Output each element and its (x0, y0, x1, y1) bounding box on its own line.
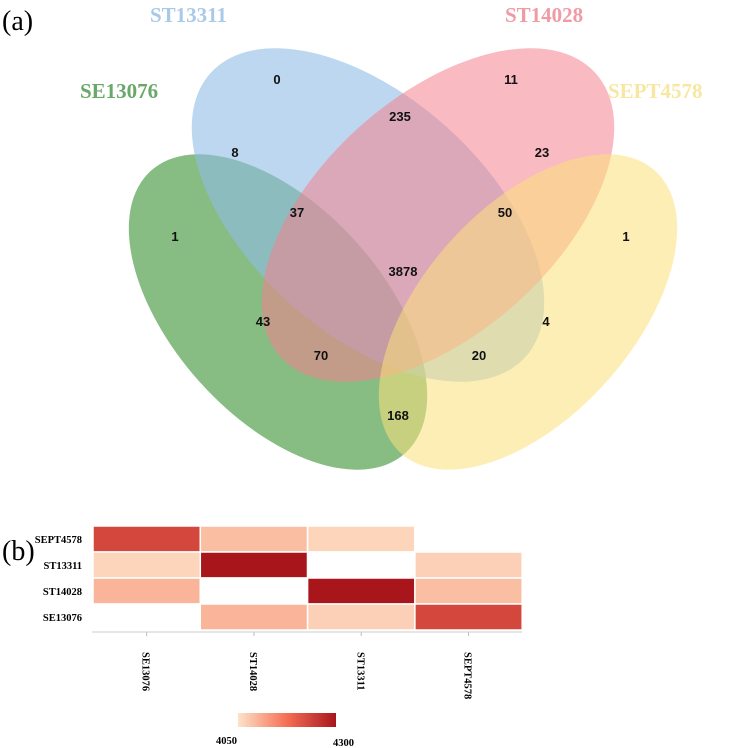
venn-region-count: 4 (542, 314, 550, 329)
venn-region-count: 0 (273, 72, 280, 87)
venn-region-count: 235 (389, 109, 411, 124)
venn-region-count: 50 (498, 205, 512, 220)
heatmap-cell (306, 551, 416, 579)
heatmap-cell (199, 577, 309, 605)
colorbar (238, 713, 336, 727)
heatmap-cell (92, 551, 202, 579)
heatmap-row-label: ST14028 (43, 587, 82, 598)
panel-label-a: (a) (2, 6, 33, 37)
venn-region-count: 1 (171, 229, 178, 244)
heatmap-cell (414, 603, 523, 631)
heatmap-cell (199, 525, 309, 553)
heatmap-cell (306, 577, 416, 605)
venn-region-count: 70 (314, 348, 328, 363)
heatmap-row-label: SEPT4578 (35, 535, 82, 546)
heatmap-column-label: ST14028 (247, 652, 258, 691)
venn-region-count: 1 (622, 229, 629, 244)
heatmap: SEPT4578 ST13311 ST14028 SE13076 SE13076 ST14… (35, 525, 523, 699)
heatmap-cell (414, 577, 523, 605)
heatmap-cell (199, 551, 309, 579)
heatmap-row-label: SE13076 (43, 613, 82, 624)
heatmap-column-label: SE13076 (140, 652, 151, 691)
heatmap-cell (414, 525, 523, 553)
heatmap-column-label: ST13311 (354, 652, 365, 691)
venn-region-count: 37 (290, 205, 304, 220)
venn-region-count: 20 (472, 348, 486, 363)
colorbar-max-label: 4300 (333, 738, 354, 748)
set-label-st14028: ST14028 (505, 3, 583, 27)
set-label-st13311: ST13311 (150, 3, 227, 27)
colorbar-min-label: 4050 (216, 736, 237, 747)
venn-set-sept4578 (378, 154, 678, 470)
heatmap-cell (306, 603, 416, 631)
venn-region-count: 11 (504, 72, 518, 87)
venn-region-count: 8 (231, 145, 238, 160)
heatmap-cell (92, 577, 202, 605)
set-label-se13076: SE13076 (80, 79, 158, 103)
heatmap-cell (414, 551, 523, 579)
heatmap-cell (306, 525, 416, 553)
heatmap-cell (92, 603, 202, 631)
heatmap-cell (199, 603, 309, 631)
venn-region-count: 23 (535, 145, 549, 160)
panel-label-b: (b) (2, 536, 35, 567)
set-label-sept4578: SEPT4578 (608, 79, 703, 103)
heatmap-row-label: ST13311 (43, 561, 82, 572)
venn-region-count: 43 (256, 314, 270, 329)
venn-diagram: SE13076 ST13311 ST14028 SEPT4578 0 112358… (80, 3, 703, 470)
heatmap-cell (92, 525, 202, 553)
venn-set-st14028 (261, 48, 615, 382)
venn-region-count: 3878 (389, 264, 418, 279)
heatmap-column-label: SEPT4578 (462, 652, 473, 699)
venn-region-count: 168 (387, 408, 409, 423)
